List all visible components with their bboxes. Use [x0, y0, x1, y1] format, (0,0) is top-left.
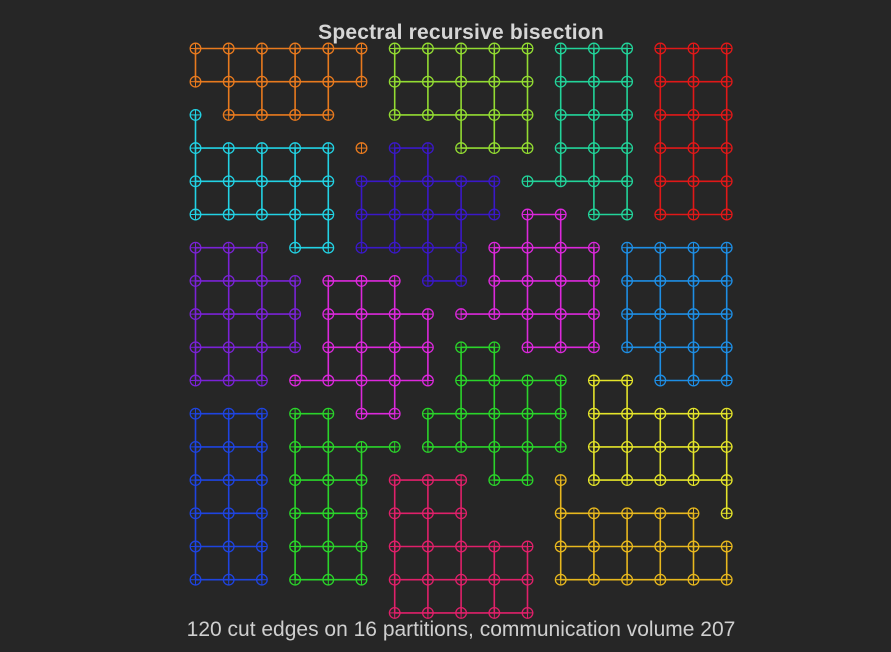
partition-13 — [388, 474, 534, 619]
partition-5 — [355, 142, 501, 287]
partition-0 — [189, 42, 368, 155]
partition-4 — [189, 108, 335, 254]
partition-10 — [421, 341, 567, 487]
partition-2 — [521, 42, 634, 221]
partition-9 — [621, 241, 733, 387]
partition-11 — [189, 407, 268, 586]
partition-14 — [587, 374, 733, 520]
partition-1 — [388, 42, 534, 155]
partition-7 — [455, 208, 600, 354]
partition-15 — [554, 474, 733, 586]
page-title: Spectral recursive bisection — [318, 21, 604, 44]
partition-12 — [289, 407, 401, 586]
partition-3 — [654, 42, 733, 221]
partition-6 — [189, 241, 302, 387]
partition-8 — [289, 274, 434, 420]
caption: 120 cut edges on 16 partitions, communic… — [186, 618, 736, 641]
